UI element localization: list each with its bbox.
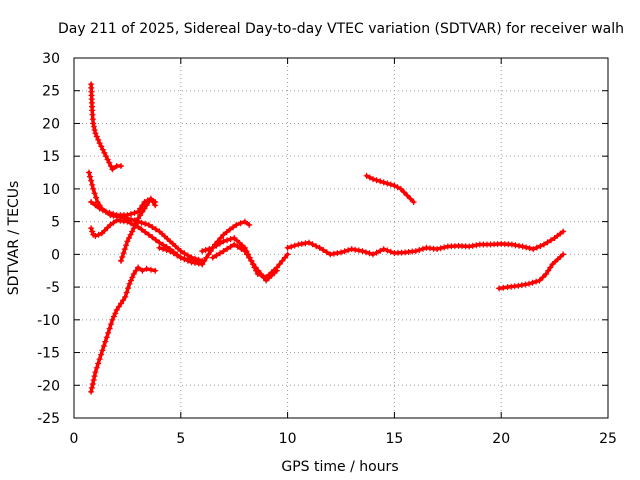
- series-track-10: [284, 228, 567, 258]
- series-track-5: [118, 195, 159, 264]
- data-series: [86, 81, 567, 395]
- series-markers: [88, 81, 124, 173]
- series-line: [89, 265, 157, 394]
- series-track-3: [88, 195, 159, 219]
- y-tick-label: -25: [37, 411, 60, 427]
- grid-lines: [74, 58, 608, 418]
- axis-ticks: [73, 57, 609, 419]
- series-markers: [496, 251, 567, 292]
- y-tick-label: 10: [42, 182, 60, 198]
- series-track-2: [86, 169, 206, 264]
- x-tick-label: 0: [70, 431, 79, 447]
- x-tick-label: 5: [176, 431, 185, 447]
- y-axis-label: SDTVAR / TECUs: [6, 181, 22, 296]
- series-track-9: [209, 241, 280, 284]
- x-tick-label: 10: [279, 431, 297, 447]
- series-markers: [284, 228, 567, 258]
- x-axis-label: GPS time / hours: [281, 459, 398, 475]
- series-track-6: [88, 264, 159, 395]
- y-tick-label: 25: [42, 84, 60, 100]
- y-tick-label: 15: [42, 149, 60, 165]
- series-markers: [363, 172, 417, 205]
- series-track-1: [88, 81, 124, 173]
- y-tick-label: -20: [37, 378, 60, 394]
- y-tick-label: -15: [37, 346, 60, 362]
- plot-frame: [73, 57, 609, 419]
- y-tick-label: -5: [46, 280, 60, 296]
- chart-title: Day 211 of 2025, Sidereal Day-to-day VTE…: [58, 21, 624, 37]
- series-line: [285, 229, 565, 257]
- y-tick-label: -10: [37, 313, 60, 329]
- series-markers: [86, 169, 206, 264]
- y-tick-label: 0: [51, 247, 60, 263]
- x-tick-label: 15: [385, 431, 403, 447]
- x-tick-label: 25: [599, 431, 617, 447]
- y-tick-labels: -25 -20 -15 -10 -5 0 5 10 15 20 25 30: [37, 51, 60, 427]
- series-markers: [156, 218, 253, 268]
- series-track-11: [363, 172, 417, 205]
- series-line: [87, 170, 204, 263]
- series-markers: [209, 241, 280, 284]
- series-track-12: [496, 251, 567, 292]
- y-tick-label: 20: [42, 116, 60, 132]
- y-tick-label: 5: [51, 215, 60, 231]
- series-markers: [118, 195, 159, 264]
- series-markers: [88, 264, 159, 395]
- x-tick-labels: 0 5 10 15 20 25: [70, 431, 617, 447]
- y-tick-label: 30: [42, 51, 60, 67]
- x-tick-label: 20: [492, 431, 510, 447]
